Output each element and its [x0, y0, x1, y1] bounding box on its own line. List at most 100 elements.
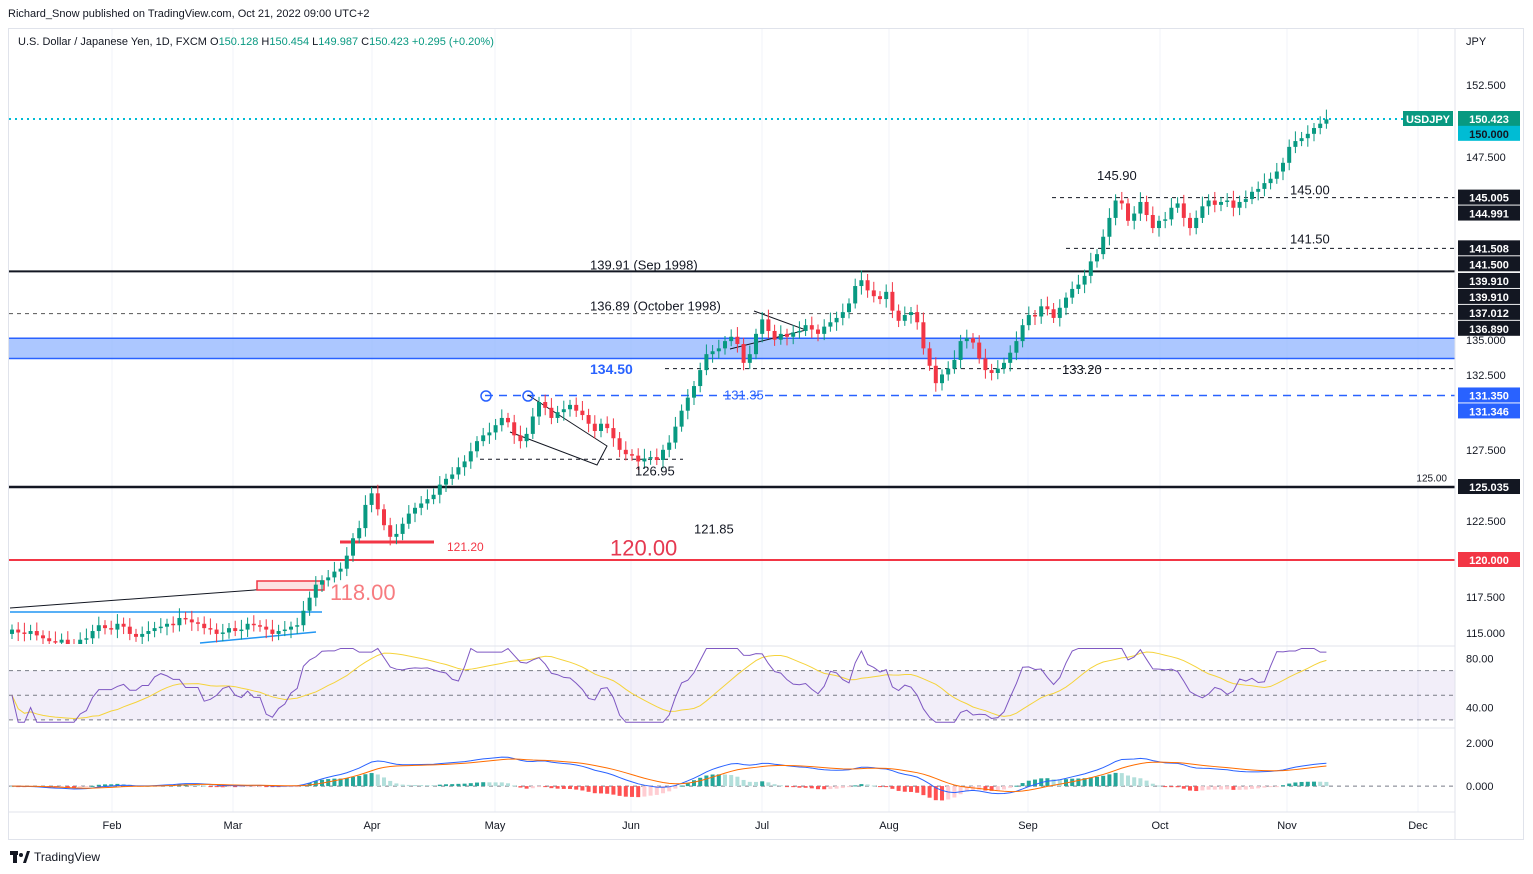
macd-histogram-bar	[902, 786, 907, 792]
macd-histogram-bar	[1169, 786, 1174, 788]
price-tick-label: 117.500	[1466, 592, 1505, 604]
macd-histogram-bar	[1138, 778, 1143, 787]
macd-histogram-bar	[1281, 785, 1285, 787]
macd-histogram-bar	[995, 786, 1000, 791]
candle-body	[146, 631, 151, 634]
macd-histogram-bar	[1057, 779, 1062, 787]
macd-histogram-bar	[431, 785, 436, 787]
macd-histogram-bar	[1299, 781, 1304, 787]
macd-histogram-bar	[1163, 786, 1168, 788]
candle-body	[90, 631, 95, 639]
candle-body	[1312, 128, 1316, 134]
macd-histogram-bar	[264, 786, 269, 788]
candle-body	[183, 617, 188, 620]
candle-body	[574, 404, 579, 411]
macd-histogram-bar	[568, 786, 572, 789]
candle-body	[245, 623, 250, 630]
macd-histogram-bar	[921, 786, 926, 796]
candle-body	[431, 494, 436, 500]
macd-histogram-bar	[313, 781, 318, 787]
macd-histogram-bar	[785, 786, 789, 788]
macd-histogram-bar	[1212, 786, 1217, 790]
candle-body	[537, 401, 541, 417]
macd-histogram-bar	[468, 783, 473, 787]
change-value: +0.295 (+0.20%)	[411, 36, 494, 48]
falling-wedge	[509, 394, 608, 466]
macd-histogram-bar	[96, 784, 101, 787]
candle-body	[1039, 306, 1044, 317]
candle-body	[499, 417, 504, 426]
candle-body	[65, 639, 70, 644]
macd-histogram-bar	[1219, 786, 1223, 790]
macd-histogram-bar	[375, 774, 380, 787]
candle-body	[816, 329, 820, 334]
candle-body	[1200, 206, 1205, 218]
macd-histogram-bar	[735, 776, 740, 787]
candle-body	[840, 312, 845, 318]
publication-bar: Richard_Snow published on TradingView.co…	[0, 0, 1533, 28]
macd-histogram-bar	[1324, 781, 1329, 787]
candle-body	[369, 493, 374, 505]
macd-histogram-bar	[1237, 786, 1242, 790]
logo-text: TradingView	[34, 850, 101, 864]
macd-histogram-bar	[871, 785, 876, 787]
macd-histogram-bar	[1262, 786, 1267, 788]
macd-histogram-bar	[363, 774, 368, 787]
macd-histogram-bar	[909, 786, 913, 792]
macd-histogram-bar	[109, 784, 114, 787]
close-value: 150.423	[369, 36, 409, 48]
macd-histogram-bar	[251, 786, 256, 788]
candle-body	[400, 523, 405, 534]
price-label-text: USDJPY	[1406, 114, 1451, 126]
candle-body	[797, 330, 802, 333]
level-annotation: 141.50	[1290, 232, 1330, 247]
breakout-box	[256, 580, 325, 591]
candle-body	[1051, 309, 1056, 318]
macd-histogram-bar	[338, 778, 343, 787]
candle-body	[561, 409, 566, 413]
macd-histogram-bar	[797, 786, 802, 788]
macd-histogram-bar	[295, 786, 300, 788]
candle-body	[617, 438, 622, 450]
candle-body	[890, 291, 895, 311]
candle-body	[785, 333, 789, 337]
price-label-text: 136.890	[1469, 324, 1509, 336]
rsi-tick-label: 40.00	[1466, 703, 1494, 715]
price-label-badge	[1458, 111, 1520, 126]
candle-body	[977, 342, 982, 359]
month-tick-label: Jun	[622, 820, 640, 832]
macd-histogram-bar	[357, 775, 362, 787]
price-label-text: 150.000	[1469, 129, 1509, 141]
candle-body	[208, 628, 213, 630]
level-annotation: 139.91 (Sep 1998)	[590, 258, 698, 273]
price-label-badge	[1458, 387, 1520, 403]
macd-histogram-bar	[1200, 786, 1205, 791]
macd-histogram-bar	[1312, 781, 1316, 787]
candle-body	[233, 628, 238, 632]
macd-histogram-bar	[1150, 783, 1155, 787]
candle-body	[692, 386, 696, 398]
candle-body	[121, 623, 126, 627]
candle-body	[96, 625, 101, 632]
macd-histogram-bar	[878, 786, 882, 788]
macd-histogram-bar	[599, 786, 603, 794]
chart-frame[interactable]	[8, 28, 1524, 840]
candle-body	[326, 577, 331, 581]
candle-body	[1014, 341, 1019, 353]
tradingview-logo[interactable]: TradingView	[10, 850, 100, 864]
macd-histogram-bar	[189, 784, 194, 787]
candle-body	[425, 499, 430, 504]
candle-body	[778, 333, 783, 340]
candle-body	[413, 507, 417, 514]
macd-histogram-bar	[499, 782, 504, 787]
candle-body	[493, 425, 498, 433]
macd-histogram-bar	[344, 778, 349, 787]
candle-body	[22, 632, 27, 634]
currency-label: JPY	[1466, 36, 1487, 48]
macd-histogram-bar	[952, 786, 957, 798]
macd-histogram-bar	[592, 786, 597, 794]
candle-body	[10, 629, 14, 634]
macd-histogram-bar	[940, 786, 944, 801]
candle-body	[772, 330, 777, 340]
